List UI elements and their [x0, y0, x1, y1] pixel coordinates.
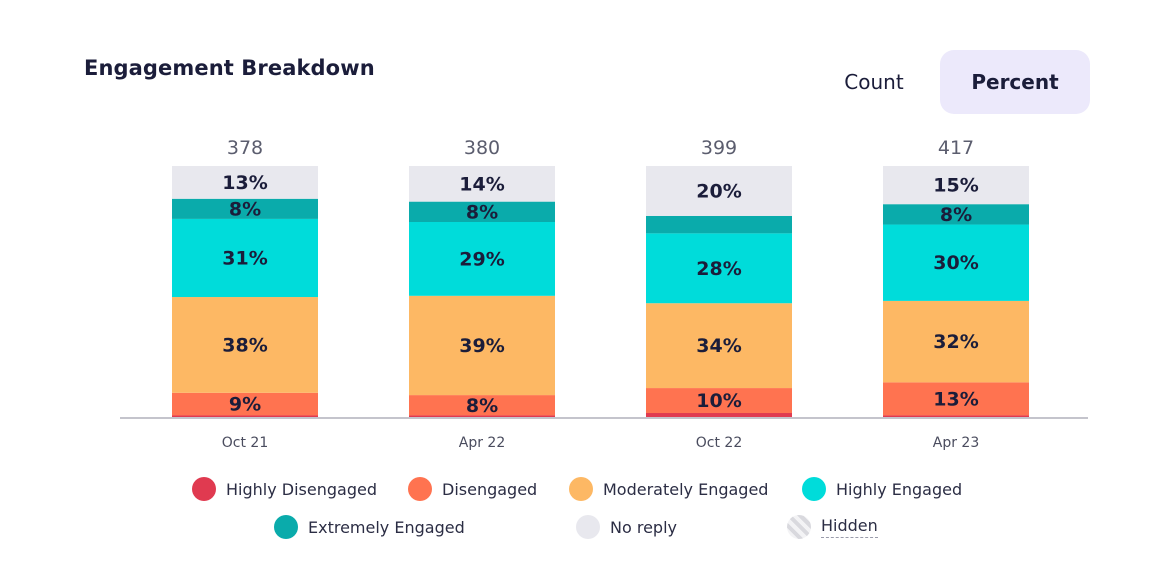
- legend-swatch-icon: [576, 515, 600, 539]
- legend-label: No reply: [610, 517, 677, 537]
- bar-segment-disengaged: [172, 392, 318, 416]
- segment-label: 13%: [222, 172, 267, 194]
- chart-title: Engagement Breakdown: [84, 56, 375, 80]
- stacked-bar-chart: 9% 38% 31% 8% 13% 378 Oct 21 8% 39% 29% 8% 14% 380 Ap…: [120, 137, 1088, 451]
- legend-label: Extremely Engaged: [308, 517, 465, 537]
- legend-swatch-icon: [569, 477, 593, 501]
- legend-swatch-icon: [787, 515, 811, 539]
- segment-label: 13%: [933, 388, 978, 410]
- x-tick-label: Apr 23: [933, 435, 979, 451]
- legend-label: Disengaged: [442, 479, 538, 499]
- x-tick-label: Oct 22: [696, 435, 742, 451]
- segment-label: 29%: [459, 248, 504, 270]
- segment-label: 8%: [940, 204, 972, 226]
- count-toggle-button[interactable]: Count: [844, 70, 904, 94]
- legend-label: Highly Disengaged: [226, 479, 377, 499]
- bar-segment-highly-engaged: [172, 218, 318, 298]
- legend-item-highly-engaged[interactable]: Highly Engaged: [802, 474, 962, 504]
- legend-swatch-icon: [408, 477, 432, 501]
- segment-label: 31%: [222, 247, 267, 269]
- bar-total-label: 380: [464, 137, 500, 159]
- x-tick-label: Oct 21: [222, 435, 268, 451]
- legend-swatch-icon: [802, 477, 826, 501]
- segment-label: 8%: [466, 201, 498, 223]
- bar-segment-highly-disengaged: [883, 415, 1029, 418]
- segment-label: 10%: [696, 390, 741, 412]
- segment-label: 39%: [459, 335, 504, 357]
- bar-segment-moderately-engaged: [646, 303, 792, 389]
- bar-segment-no-reply: [409, 166, 555, 202]
- legend-label: Moderately Engaged: [603, 479, 769, 499]
- legend-swatch-icon: [274, 515, 298, 539]
- bar-segment-no-reply: [172, 166, 318, 199]
- bar-segment-moderately-engaged: [409, 295, 555, 396]
- segment-label: 38%: [222, 334, 267, 356]
- legend-label: Highly Engaged: [836, 479, 963, 499]
- legend-item-highly-disengaged[interactable]: Highly Disengaged: [192, 474, 377, 504]
- legend-item-disengaged[interactable]: Disengaged: [408, 474, 537, 504]
- segment-label: 30%: [933, 252, 978, 274]
- legend-swatch-icon: [192, 477, 216, 501]
- bar-total-label: 399: [701, 137, 737, 159]
- bar-segment-extremely-engaged: [883, 204, 1029, 225]
- legend-item-no-reply[interactable]: No reply: [576, 512, 677, 542]
- legend-item-extremely-engaged[interactable]: Extremely Engaged: [274, 512, 465, 542]
- bar-segment-disengaged: [409, 395, 555, 416]
- percent-toggle-button[interactable]: Percent: [940, 50, 1090, 114]
- bar-segment-highly-disengaged: [409, 415, 555, 418]
- segment-label: 20%: [696, 180, 741, 202]
- bar-segment-highly-engaged: [646, 233, 792, 304]
- bar-segment-extremely-engaged: [409, 201, 555, 222]
- segment-label: 28%: [696, 258, 741, 280]
- legend-item-moderately-engaged[interactable]: Moderately Engaged: [569, 474, 768, 504]
- bar-segment-extremely-engaged: [172, 198, 318, 219]
- bar-segment-no-reply: [646, 166, 792, 216]
- segment-label: 15%: [933, 175, 978, 197]
- bar-segment-extremely-engaged: [646, 215, 792, 234]
- segment-label: 34%: [696, 335, 741, 357]
- bar-total-label: 417: [938, 137, 974, 159]
- bar-segment-highly-engaged: [883, 224, 1029, 301]
- bar-segment-no-reply: [883, 166, 1029, 205]
- legend: Highly Disengaged Disengaged Moderately En…: [0, 474, 1165, 564]
- bar-segment-moderately-engaged: [172, 297, 318, 393]
- segment-label: 14%: [459, 173, 504, 195]
- legend-item-hidden[interactable]: Hidden: [787, 512, 878, 542]
- bar-total-label: 378: [227, 137, 263, 159]
- bar-segment-highly-disengaged: [646, 413, 792, 418]
- x-tick-label: Apr 22: [459, 435, 505, 451]
- segment-label: 8%: [229, 198, 261, 220]
- segment-label: 8%: [466, 395, 498, 417]
- bar-segment-disengaged: [646, 388, 792, 414]
- bar-segment-disengaged: [883, 382, 1029, 416]
- legend-label: Hidden: [821, 516, 878, 538]
- bar-segment-highly-engaged: [409, 222, 555, 296]
- segment-label: 32%: [933, 331, 978, 353]
- segment-label: 9%: [229, 394, 261, 416]
- bar-segment-highly-disengaged: [172, 415, 318, 418]
- bar-segment-moderately-engaged: [883, 300, 1029, 383]
